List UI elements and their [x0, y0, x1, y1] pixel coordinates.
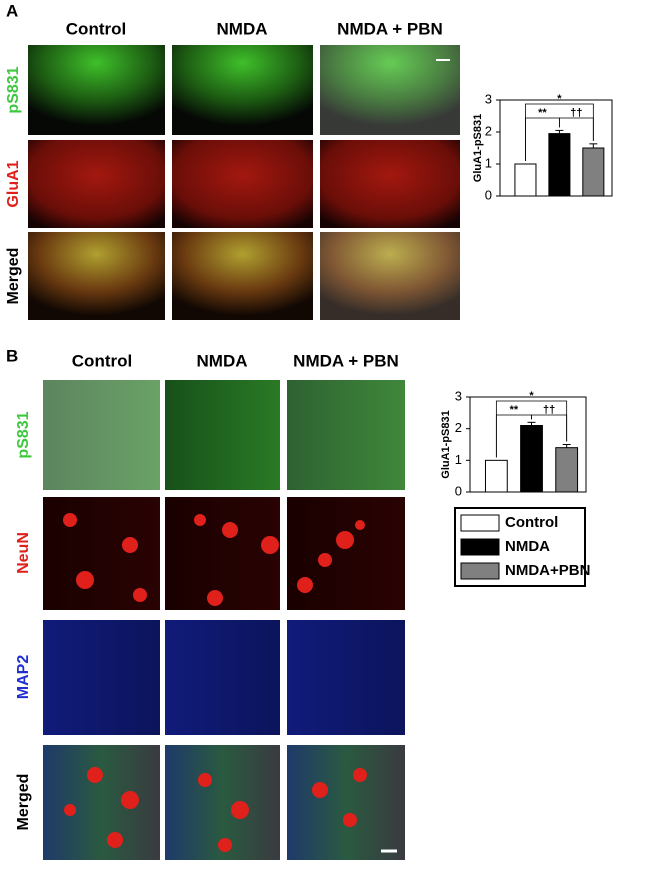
y-tick-label: 2: [485, 123, 492, 138]
panel-a-images: [28, 45, 460, 320]
legend-label: NMDA+PBN: [505, 562, 590, 579]
y-axis-label: GluA1-pS831: [440, 410, 452, 478]
bar: [514, 163, 537, 197]
significance-label: ††: [543, 404, 555, 416]
micrograph: [43, 380, 160, 490]
micrograph: [28, 45, 165, 135]
micrograph: [320, 140, 460, 228]
bar: [548, 133, 571, 197]
micrograph: [165, 497, 280, 610]
panel-letter: A: [6, 1, 18, 20]
y-tick-label: 0: [455, 483, 462, 498]
panel-b-images: [43, 380, 405, 860]
y-tick-label: 3: [455, 388, 462, 403]
row-label: pS831: [15, 411, 32, 458]
micrograph: [43, 745, 160, 860]
significance-label: ††: [570, 107, 582, 119]
micrograph: [320, 45, 460, 135]
panel-letter: B: [6, 346, 18, 365]
column-header: NMDA + PBN: [293, 351, 399, 370]
significance-label: *: [529, 390, 534, 402]
micrograph: [43, 620, 160, 735]
micrograph: [28, 140, 165, 228]
row-label: pS831: [5, 66, 22, 113]
significance-bracket: [531, 414, 568, 442]
neurons: [63, 513, 365, 606]
micrograph: [287, 620, 405, 735]
micrograph: [172, 45, 313, 135]
legend-swatch: [460, 538, 500, 556]
bar: [484, 459, 508, 493]
y-tick-label: 2: [455, 420, 462, 435]
row-label: Merged: [15, 774, 32, 831]
legend-swatch: [460, 514, 500, 532]
micrograph: [320, 232, 460, 320]
y-tick-label: 1: [485, 155, 492, 170]
significance-label: *: [557, 93, 562, 105]
row-label: MAP2: [15, 655, 32, 700]
column-header: Control: [72, 351, 132, 370]
row-label: Merged: [5, 248, 22, 305]
y-tick-label: 0: [485, 187, 492, 202]
micrograph: [28, 232, 165, 320]
significance-bracket: [558, 117, 594, 141]
row-label: NeuN: [15, 532, 32, 574]
bar: [555, 447, 579, 493]
micrograph: [287, 497, 405, 610]
column-header: NMDA: [197, 351, 248, 370]
y-tick-label: 3: [485, 91, 492, 106]
bar: [520, 425, 543, 493]
y-axis-label: GluA1-pS831: [472, 114, 484, 182]
micrograph: [165, 620, 280, 735]
legend-label: NMDA: [505, 538, 550, 555]
micrograph: [172, 140, 313, 228]
legend-swatch: [460, 562, 500, 580]
bar: [582, 147, 605, 197]
legend-label: Control: [505, 514, 558, 531]
row-label: GluA1: [5, 160, 22, 207]
significance-label: **: [510, 404, 519, 416]
column-header: NMDA: [217, 19, 268, 38]
micrograph: [287, 380, 405, 490]
y-tick-label: 1: [455, 452, 462, 467]
column-header: NMDA + PBN: [337, 19, 443, 38]
neurons: [64, 767, 367, 852]
micrograph: [165, 380, 280, 490]
significance-label: **: [538, 107, 547, 119]
column-header: Control: [66, 19, 126, 38]
micrograph: [172, 232, 313, 320]
micrograph: [287, 745, 405, 860]
